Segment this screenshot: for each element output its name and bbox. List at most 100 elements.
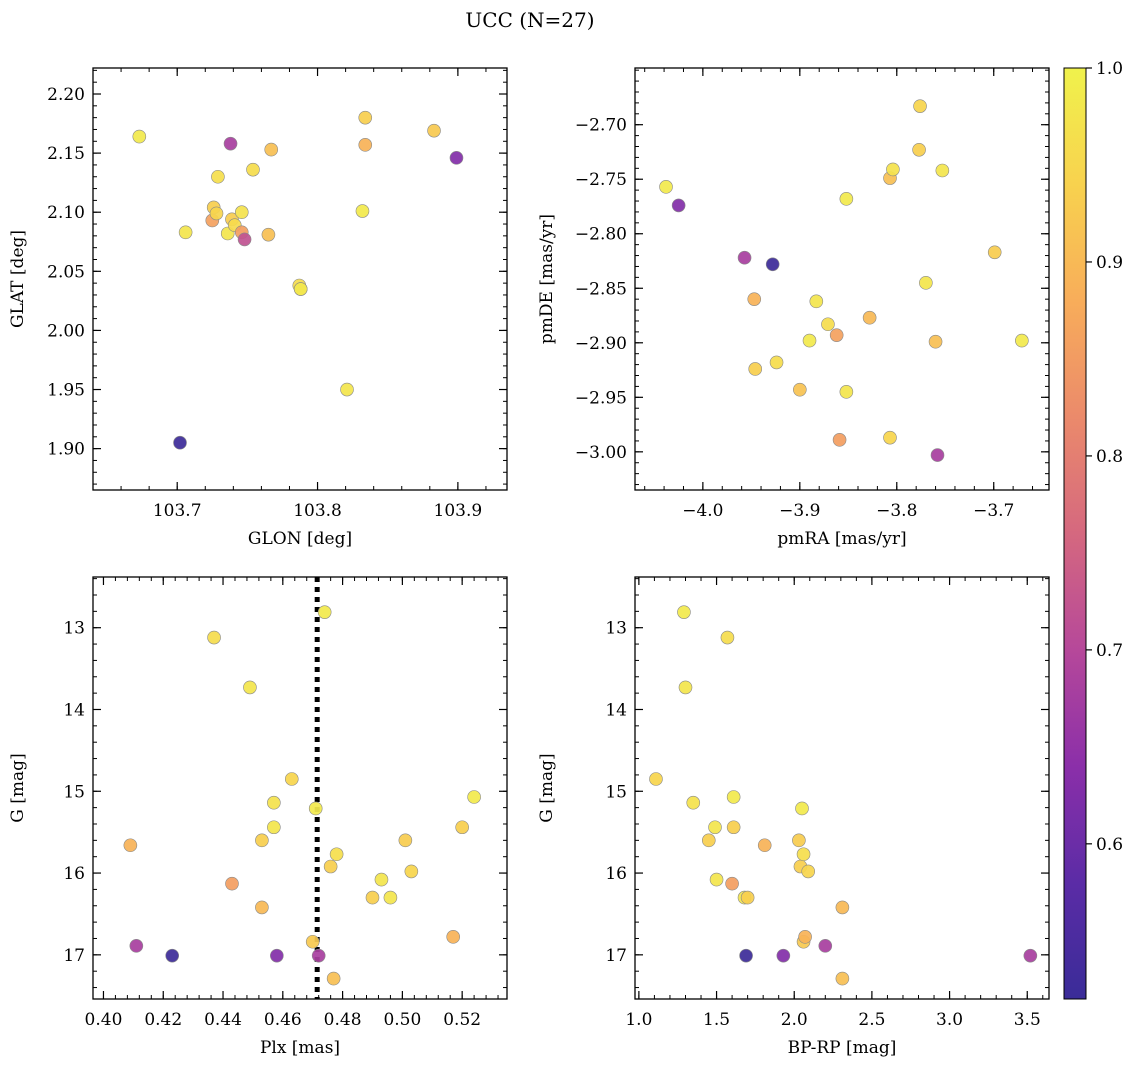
data-point: [708, 820, 722, 835]
data-point: [207, 630, 221, 645]
data-point: [913, 99, 927, 113]
y-tick-label: −2.70: [575, 116, 627, 136]
x-tick-label: 103.8: [293, 501, 342, 521]
x-axis-label: Plx [mas]: [260, 1038, 340, 1058]
data-point: [796, 847, 811, 862]
data-point: [739, 948, 753, 963]
data-point: [270, 948, 284, 963]
data-point: [255, 900, 269, 915]
plot-frame: [92, 67, 508, 491]
data-point: [261, 227, 276, 242]
data-point: [237, 232, 252, 247]
x-tick-label: 0.40: [85, 1010, 123, 1030]
y-tick-label: 2.00: [47, 321, 85, 341]
data-point: [1023, 948, 1038, 963]
data-point: [832, 433, 847, 447]
y-tick-label: 17: [605, 946, 627, 966]
data-point: [798, 930, 812, 944]
data-point: [659, 180, 673, 194]
data-point: [919, 276, 933, 290]
x-tick-label: 1.0: [625, 1010, 652, 1030]
y-tick-label: 16: [605, 864, 627, 884]
data-point: [467, 790, 481, 804]
panel-4: 1.0 1.5 2.0 2.5 3.0 3.5 13 14 15 16 17 BP-RP [mag] G…: [537, 576, 1050, 1058]
data-point: [326, 971, 341, 986]
data-point: [818, 939, 833, 953]
data-point: [173, 435, 187, 450]
data-point: [178, 225, 193, 240]
y-tick-label: 14: [63, 700, 85, 720]
data-point: [686, 795, 701, 810]
data-point: [317, 605, 332, 619]
colorbar-tick-label: 0.7: [1096, 641, 1123, 661]
y-tick-label: 1.90: [47, 440, 85, 460]
data-point: [701, 833, 716, 848]
data-point: [835, 900, 850, 915]
y-tick-label: 2.20: [47, 85, 85, 105]
data-point: [809, 294, 824, 309]
data-point: [862, 310, 877, 325]
y-tick-label: 2.10: [47, 203, 85, 223]
panel-3: 0.40 0.42 0.44 0.46 0.48 0.50 0.52 13 14 15 16 17 Pl…: [8, 576, 508, 1058]
colorbar-tick-label: 0.6: [1096, 835, 1123, 855]
data-point: [1015, 333, 1029, 348]
data-point: [355, 204, 370, 218]
x-tick-label: 0.42: [144, 1010, 182, 1030]
y-axis-label: GLAT [deg]: [8, 230, 28, 328]
x-tick-label: −3.8: [876, 501, 917, 521]
data-point: [129, 939, 144, 953]
data-point: [234, 205, 249, 220]
y-tick-label: 2.05: [47, 262, 85, 282]
data-point: [709, 872, 724, 887]
data-point: [930, 448, 945, 462]
panel-1: 103.7 103.8 103.9 1.90 1.95 2.00 2.05 2.10 2.15 2…: [8, 67, 508, 549]
y-tick-label: 17: [63, 946, 85, 966]
x-tick-label: 0.52: [443, 1010, 481, 1030]
data-point: [737, 250, 752, 265]
data-point: [776, 948, 791, 963]
x-axis-label: GLON [deg]: [248, 529, 352, 549]
x-tick-label: 2.0: [781, 1010, 808, 1030]
data-point: [839, 192, 854, 206]
y-tick-label: 1.95: [47, 381, 85, 401]
data-point: [757, 838, 772, 853]
y-tick-label: 13: [605, 619, 627, 639]
data-point: [835, 971, 850, 986]
x-tick-label: 103.9: [434, 501, 483, 521]
x-tick-label: −3.9: [779, 501, 820, 521]
data-point: [802, 333, 817, 348]
data-point: [211, 169, 225, 184]
data-point: [725, 876, 739, 891]
panel-2: −4.0 −3.9 −3.8 −3.7 −3.00 −2.95 −2.90 −2.85 −2.8…: [537, 67, 1050, 549]
data-point: [720, 630, 735, 645]
figure-title: UCC (N=27): [465, 8, 594, 32]
data-point: [365, 890, 380, 905]
colorbar-ticks: 0.6 0.7 0.8 0.9 1.0: [1086, 59, 1123, 855]
data-point: [267, 795, 281, 810]
y-tick-label: 15: [605, 782, 627, 802]
data-point: [829, 328, 844, 342]
data-point: [449, 151, 464, 165]
y-tick-label: 14: [605, 700, 627, 720]
x-axis-label: BP-RP [mag]: [788, 1038, 897, 1058]
data-point: [765, 257, 780, 272]
y-tick-label: −2.95: [575, 388, 627, 408]
colorbar-gradient: [1063, 67, 1087, 1000]
data-point: [886, 162, 900, 177]
data-point: [726, 820, 741, 835]
data-point: [374, 872, 389, 887]
data-point: [209, 206, 224, 221]
y-axis-label: G [mag]: [8, 753, 28, 822]
data-point: [284, 772, 299, 786]
y-tick-label: 2.15: [47, 144, 85, 164]
data-point: [255, 833, 269, 848]
data-point: [677, 605, 691, 619]
data-point: [769, 355, 784, 370]
data-point: [671, 198, 686, 213]
data-point: [795, 801, 809, 816]
plot-frame: [92, 576, 508, 1000]
y-tick-label: −2.80: [575, 225, 627, 245]
data-point: [821, 317, 835, 332]
data-point: [726, 790, 741, 804]
colorbar-tick-label: 0.9: [1096, 253, 1123, 273]
